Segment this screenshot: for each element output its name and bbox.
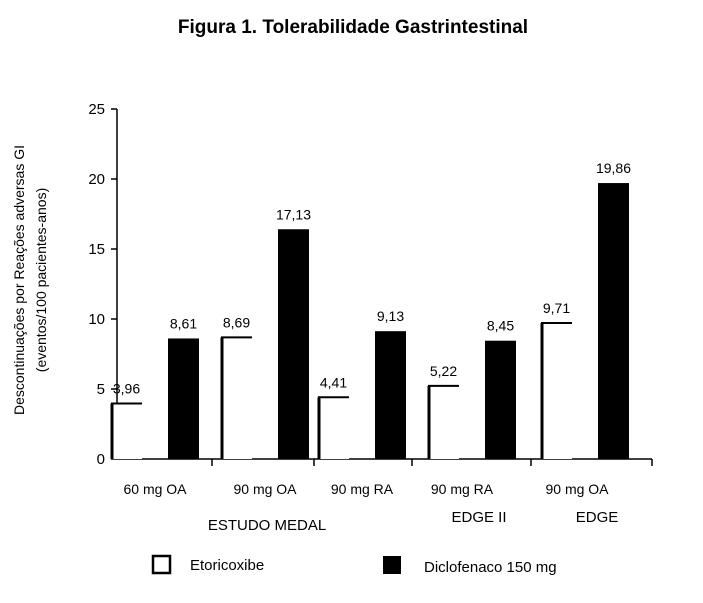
bar-diclofenaco (168, 338, 199, 459)
data-label-etoricoxibe: 8,69 (223, 314, 250, 330)
y-tick-label: 5 (97, 381, 105, 398)
bar-etoricoxibe (541, 323, 572, 459)
data-label-diclofenaco: 17,13 (276, 206, 311, 222)
legend-label-etoricoxibe: Etoricoxibe (190, 557, 264, 574)
y-tick-label: 15 (88, 241, 105, 258)
category-label: 60 mg OA (123, 481, 187, 497)
y-tick-label: 10 (88, 311, 105, 328)
chart-title: Figura 1. Tolerabilidade Gastrintestinal (178, 17, 528, 38)
group-label: ESTUDO MEDAL (208, 517, 326, 534)
y-axis-label: Descontinuações por Reações adversas GI … (11, 145, 49, 415)
data-label-etoricoxibe: 3,96 (113, 381, 140, 397)
data-label-etoricoxibe: 4,41 (320, 374, 347, 390)
bar-etoricoxibe (221, 337, 252, 459)
category-label: 90 mg RA (331, 481, 394, 497)
group-label: EDGE (576, 509, 619, 526)
bar-etoricoxibe (428, 385, 459, 459)
y-tick-label: 20 (88, 171, 105, 188)
data-label-etoricoxibe: 9,71 (543, 300, 570, 316)
category-label: 90 mg OA (233, 481, 297, 497)
bar-diclofenaco (485, 340, 516, 459)
bar-diclofenaco (375, 331, 406, 459)
category-label: 90 mg OA (545, 481, 609, 497)
data-label-diclofenaco: 8,61 (170, 315, 197, 331)
bar-diclofenaco (278, 229, 309, 459)
x-axis-labels: 60 mg OA 90 mg OA 90 mg RA 90 mg RA 90 mg OA… (123, 481, 618, 534)
y-tick-label: 0 (97, 451, 105, 468)
data-label-diclofenaco: 9,13 (377, 308, 404, 324)
data-label-diclofenaco: 8,45 (487, 318, 514, 334)
bar-diclofenaco (598, 183, 629, 459)
legend: Etoricoxibe Diclofenaco 150 mg (151, 554, 557, 576)
bars: 3,96 8,61 8,69 17,13 4,41 9,13 5,22 8,45 9,71 19,… (110, 160, 631, 459)
legend-swatch-etoricoxibe (151, 554, 172, 575)
legend-swatch-diclofenaco (383, 556, 401, 574)
bar-etoricoxibe (318, 397, 349, 459)
category-label: 90 mg RA (431, 481, 494, 497)
y-tick-label: 25 (88, 101, 105, 118)
bar-etoricoxibe (111, 403, 142, 459)
data-label-diclofenaco: 19,86 (596, 160, 631, 176)
group-label: EDGE II (451, 509, 506, 526)
data-label-etoricoxibe: 5,22 (430, 363, 457, 379)
y-axis-label-line1: Descontinuações por Reações adversas GI (11, 145, 27, 415)
y-axis-label-line2: (eventos/100 pacientes-anos) (33, 188, 49, 372)
legend-label-diclofenaco: Diclofenaco 150 mg (424, 559, 557, 576)
